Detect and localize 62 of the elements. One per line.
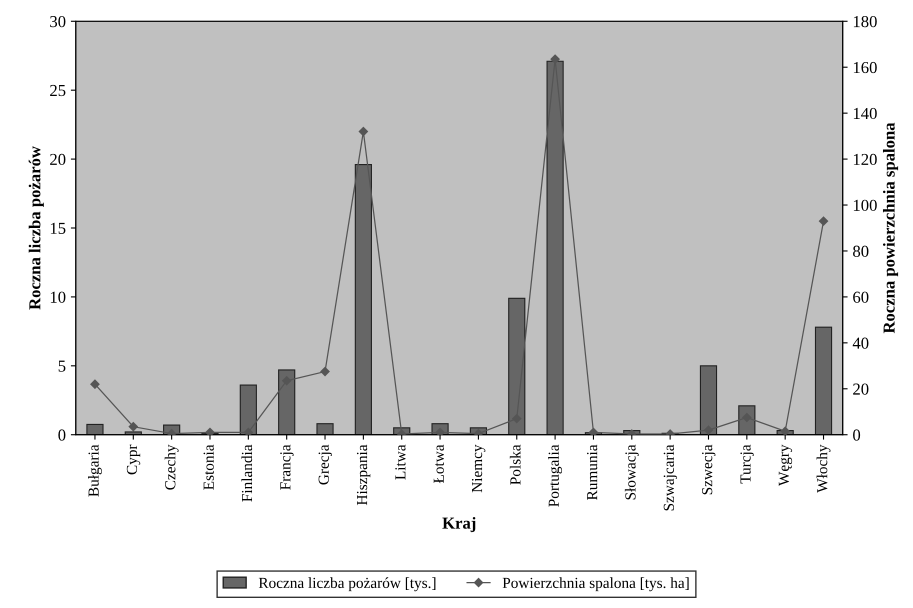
- y2-tick-label: 140: [854, 108, 877, 120]
- y2-tick-label: 0: [853, 429, 860, 441]
- y2-tick-label: 60: [853, 292, 868, 303]
- point: [244, 428, 253, 435]
- x-axis-title: Kraj: [442, 517, 476, 532]
- point: [550, 54, 560, 64]
- x-tick-label: Litwa: [395, 444, 406, 480]
- x-tick-label: Finlandia: [241, 444, 252, 502]
- y2-tick-label: 40: [852, 338, 868, 349]
- y-tick-label: 30: [50, 16, 66, 28]
- point: [205, 428, 215, 435]
- x-tick-label: Estonia: [204, 444, 214, 490]
- y2-tick-label: 180: [854, 16, 877, 28]
- y2-tick-label: 120: [854, 154, 877, 166]
- x-tick-label: Rumunia: [587, 444, 598, 500]
- bar: [278, 369, 296, 435]
- x-tick-label: Portugalia: [548, 444, 562, 507]
- y2-tick-label: 100: [854, 200, 877, 211]
- point: [358, 126, 368, 136]
- x-tick-label: Niemcy: [472, 444, 486, 492]
- y2-tick-label: 20: [853, 383, 868, 395]
- point: [704, 426, 714, 435]
- x-tick-label: Grecja: [318, 444, 332, 485]
- bar: [316, 423, 334, 435]
- y-tick-label: 10: [50, 292, 66, 303]
- x-tick-label: Włochy: [816, 444, 830, 493]
- x-tick-label: Francja: [280, 444, 294, 490]
- point: [320, 366, 330, 376]
- bar: [700, 365, 718, 435]
- x-tick-label: Słowacja: [624, 444, 639, 500]
- x-tick-label: Bułgaria: [88, 444, 102, 497]
- y2-axis-title: Roczna powierzchnia spalona: [882, 122, 898, 334]
- point: [780, 426, 790, 435]
- y-tick-label: 20: [50, 154, 66, 166]
- legend-label: Roczna liczba pożarów [tys.]: [258, 577, 436, 592]
- y2-tick-label: 80: [853, 246, 868, 257]
- y-tick-label: 5: [58, 360, 66, 372]
- x-tick-label: Hiszpania: [356, 444, 370, 506]
- y-tick-label: 25: [50, 84, 66, 96]
- bar: [86, 424, 104, 435]
- x-tick-label: Czechy: [164, 444, 179, 490]
- point: [818, 216, 828, 226]
- y-tick-label: 0: [58, 429, 66, 441]
- legend-label: Powierzchnia spalona [tys. ha]: [502, 577, 689, 592]
- point: [128, 422, 138, 432]
- y-tick-label: 15: [50, 222, 66, 234]
- x-tick-label: Cypr: [126, 444, 140, 474]
- x-tick-label: Węgry: [778, 444, 792, 486]
- y2-tick-label: 160: [854, 62, 877, 74]
- x-tick-label: Polska: [510, 444, 521, 485]
- x-tick-label: Turcja: [740, 444, 754, 484]
- bar: [240, 384, 257, 435]
- x-tick-label: Szwajcaria: [664, 444, 678, 510]
- bar: [814, 326, 832, 435]
- point: [90, 380, 100, 389]
- x-tick-label: Łotwa: [434, 444, 444, 484]
- bar: [508, 298, 526, 435]
- bar: [546, 60, 564, 435]
- bar: [354, 164, 372, 435]
- y-axis-title: Roczna liczba pożarów: [28, 146, 44, 310]
- x-tick-label: Szwecja: [702, 444, 716, 494]
- point: [588, 428, 598, 435]
